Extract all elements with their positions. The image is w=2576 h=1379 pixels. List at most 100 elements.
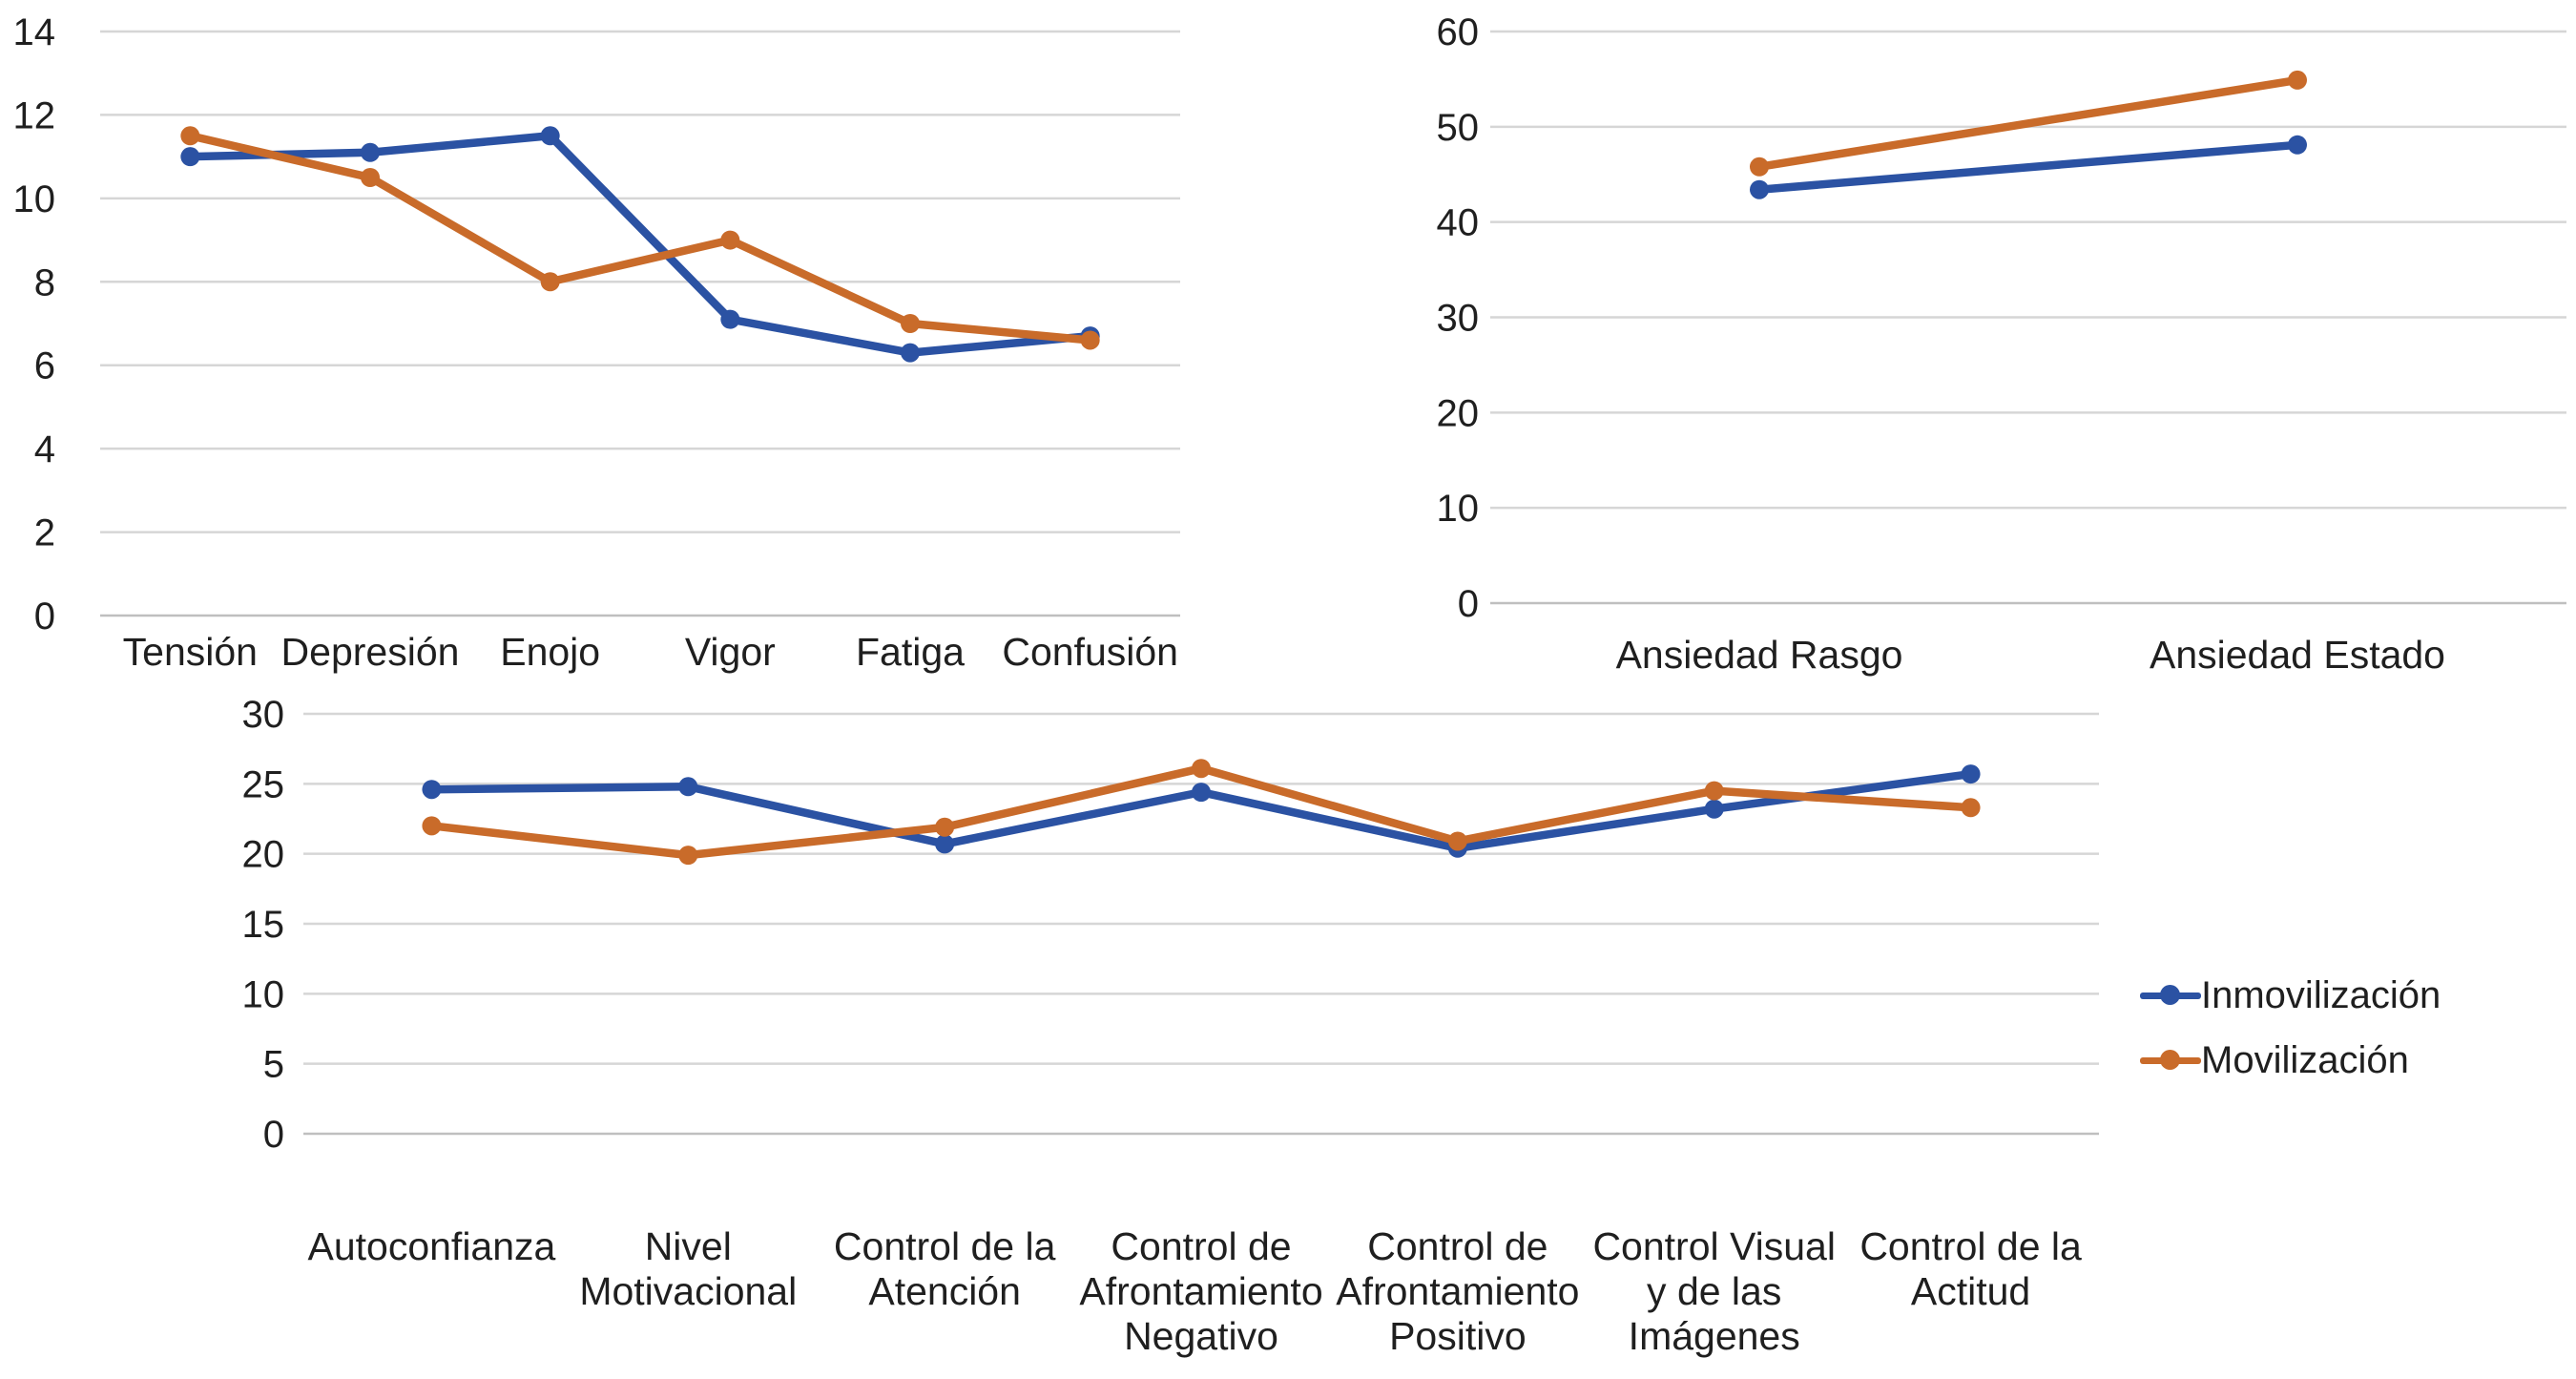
y-tick-label-0: 0 xyxy=(34,595,55,637)
y-tick-label-0: 0 xyxy=(263,1114,284,1156)
series-line-1 xyxy=(1755,75,2302,172)
chart-stai-anxiety: 60 50 40 30 20 10 0 Ansiedad Rasgo Ansiedad Esta… xyxy=(1288,0,2576,687)
x-axis-label-line: Control de la xyxy=(834,1224,1056,1268)
chart-csai-psych-skills: 30 25 20 15 10 5 0 Autoconfianza Nivel Motivacion… xyxy=(0,687,2576,1374)
y-tick-label-2: 2 xyxy=(34,512,55,554)
y-tick-label-15: 15 xyxy=(242,904,285,946)
data-point-s0-c0 xyxy=(1750,179,1769,199)
chart-csai-svg: 30 25 20 15 10 5 0 Autoconfianza Nivel Motivacion… xyxy=(242,694,2099,1358)
chart-poms-svg: 14 12 10 8 6 4 2 0 Tensión Depresión Enojo Vigor Fat… xyxy=(13,11,1180,674)
x-axis-label-1: Nivel Motivacional xyxy=(579,1224,797,1313)
data-point-s1-c5 xyxy=(1080,330,1100,350)
y-tick-label-40: 40 xyxy=(1437,202,1480,244)
data-point-s0-c0 xyxy=(422,780,442,800)
data-point-s0-c1 xyxy=(678,777,698,797)
y-tick-label-6: 6 xyxy=(34,345,55,387)
data-point-s1-c1 xyxy=(361,168,380,187)
data-point-s1-c2 xyxy=(540,272,560,292)
y-tick-label-20: 20 xyxy=(242,834,285,876)
data-point-s1-c2 xyxy=(935,817,955,837)
data-point-s1-c0 xyxy=(180,126,200,146)
series-line-1 xyxy=(427,763,1975,860)
data-point-s0-c2 xyxy=(540,126,560,146)
x-axis-label-line: Confusión xyxy=(1002,630,1178,674)
legend-item-inmovilizacion: Inmovilización xyxy=(2140,972,2441,1019)
x-axis-label-5: Control Visual y de las Imágenes xyxy=(1592,1224,1836,1358)
y-tick-label-0: 0 xyxy=(1458,583,1479,625)
data-point-s0-c5 xyxy=(1704,799,1724,819)
x-axis-label-line: Afrontamiento xyxy=(1079,1269,1322,1313)
data-point-s0-c6 xyxy=(1961,764,1981,784)
legend-dot-swatch xyxy=(2160,985,2180,1005)
x-axis-label-line: Afrontamiento xyxy=(1336,1269,1579,1313)
y-tick-label-5: 5 xyxy=(263,1044,284,1086)
legend-label-movilizacion: Movilización xyxy=(2201,1039,2409,1081)
data-point-s1-c6 xyxy=(1961,798,1981,818)
x-axis-label-0: Ansiedad Rasgo xyxy=(1616,633,1903,677)
data-point-s1-c3 xyxy=(1192,759,1211,779)
x-axis-label-2: Control de la Atención xyxy=(834,1224,1056,1313)
x-axis-label-4: Fatiga xyxy=(856,630,965,674)
x-axis-label-line: Positivo xyxy=(1389,1314,1527,1358)
legend-item-movilizacion: Movilización xyxy=(2140,1036,2441,1084)
data-point-s1-c5 xyxy=(1704,781,1724,801)
data-point-s0-c1 xyxy=(361,142,380,162)
y-tick-label-10: 10 xyxy=(1437,488,1480,530)
x-axis-label-0: Tensión xyxy=(123,630,258,674)
data-point-s0-c0 xyxy=(180,147,200,167)
legend-marker-inmovilizacion xyxy=(2140,984,2201,1007)
y-tick-label-60: 60 xyxy=(1437,11,1480,53)
legend-label-inmovilizacion: Inmovilización xyxy=(2201,974,2441,1016)
series-line-0 xyxy=(186,132,1094,357)
x-axis-label-1: Ansiedad Estado xyxy=(2150,633,2445,677)
data-point-s1-c1 xyxy=(678,846,698,866)
x-axis-label-line: Enojo xyxy=(500,630,600,674)
x-axis-label-line: Control de xyxy=(1367,1224,1548,1268)
legend: Inmovilización Movilización xyxy=(2140,972,2441,1084)
y-tick-label-10: 10 xyxy=(242,973,285,1015)
x-axis-label-2: Enojo xyxy=(500,630,600,674)
y-tick-label-30: 30 xyxy=(1437,298,1480,340)
data-point-s0-c4 xyxy=(901,343,920,363)
legend-dot-swatch xyxy=(2160,1050,2180,1070)
x-axis-label-line: Control de la xyxy=(1859,1224,2082,1268)
y-tick-label-25: 25 xyxy=(242,763,285,805)
x-axis-label-6: Control de la Actitud xyxy=(1859,1224,2082,1313)
x-axis-label-line: Ansiedad Rasgo xyxy=(1616,633,1903,677)
x-axis-label-line: Nivel xyxy=(645,1224,732,1268)
x-axis-label-line: y de las xyxy=(1647,1269,1781,1313)
y-tick-label-4: 4 xyxy=(34,428,55,470)
x-axis-label-1: Depresión xyxy=(281,630,460,674)
y-tick-label-20: 20 xyxy=(1437,392,1480,434)
data-point-s0-c3 xyxy=(720,309,740,329)
series-line-0 xyxy=(1755,140,2302,194)
chart-stai-svg: 60 50 40 30 20 10 0 Ansiedad Rasgo Ansiedad Esta… xyxy=(1437,11,2566,677)
data-point-s1-c0 xyxy=(422,816,442,836)
x-axis-label-line: Depresión xyxy=(281,630,460,674)
y-tick-label-12: 12 xyxy=(13,94,56,136)
x-axis-label-line: Motivacional xyxy=(579,1269,797,1313)
y-tick-label-50: 50 xyxy=(1437,107,1480,149)
data-point-s1-c1 xyxy=(2288,70,2307,90)
x-axis-label-line: Fatiga xyxy=(856,630,965,674)
x-axis-label-line: Ansiedad Estado xyxy=(2150,633,2445,677)
data-point-s1-c4 xyxy=(1447,831,1467,851)
x-axis-label-4: Control de Afrontamiento Positivo xyxy=(1336,1224,1579,1358)
data-point-s0-c3 xyxy=(1192,783,1211,803)
data-point-s0-c1 xyxy=(2288,135,2307,155)
x-axis-label-3: Vigor xyxy=(685,630,776,674)
y-tick-label-10: 10 xyxy=(13,178,56,220)
x-axis-label-line: Imágenes xyxy=(1629,1314,1800,1358)
data-point-s0-c2 xyxy=(935,834,955,854)
x-axis-label-0: Autoconfianza xyxy=(307,1224,555,1268)
y-tick-label-8: 8 xyxy=(34,261,55,303)
data-point-s1-c0 xyxy=(1750,157,1769,177)
x-axis-label-3: Control de Afrontamiento Negativo xyxy=(1079,1224,1322,1358)
x-axis-label-line: Atención xyxy=(868,1269,1021,1313)
x-axis-label-line: Tensión xyxy=(123,630,258,674)
x-axis-label-line: Negativo xyxy=(1124,1314,1278,1358)
x-axis-label-5: Confusión xyxy=(1002,630,1178,674)
y-tick-label-14: 14 xyxy=(13,11,56,53)
legend-marker-movilizacion xyxy=(2140,1049,2201,1072)
